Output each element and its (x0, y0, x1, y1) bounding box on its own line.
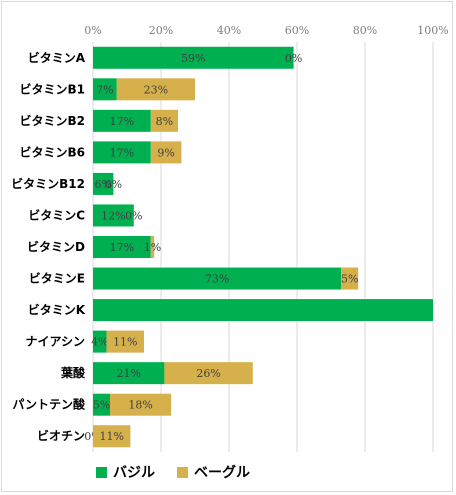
legend-label-bagel: ベーグル (194, 465, 250, 481)
bar-bagel (150, 141, 182, 164)
category-label: ビタミンE (29, 271, 85, 286)
bar-bagel (106, 330, 144, 353)
data-label-bagel: 8% (156, 115, 173, 128)
legend-item-bagel: ベーグル (177, 462, 250, 482)
x-tick-label: 80% (353, 24, 377, 37)
category-label: ビタミンB1 (20, 81, 86, 96)
data-label-bagel: 0% (285, 52, 302, 65)
category-label: ビタミンA (28, 50, 86, 65)
legend-swatch-basil (96, 466, 107, 478)
bar-basil (93, 78, 117, 101)
data-label-basil: 17% (110, 241, 134, 254)
category-label: ビタミンB6 (20, 144, 86, 159)
bar-basil (93, 267, 342, 290)
x-tick-label: 0% (84, 24, 101, 37)
x-tick-label: 60% (285, 24, 309, 37)
bar-basil (93, 46, 294, 69)
data-label-bagel: 0% (125, 209, 142, 222)
bar-bagel (93, 425, 131, 448)
data-label-basil: 4% (91, 336, 108, 349)
data-label-basil: 5% (93, 399, 110, 412)
x-tick-label: 100% (417, 24, 448, 37)
data-label-basil: 59% (181, 52, 205, 65)
bar-bagel (341, 267, 359, 290)
bar-basil (93, 204, 134, 227)
category-label: ビタミンD (27, 239, 85, 254)
bar-basil (93, 299, 433, 322)
bar-bagel (116, 78, 195, 101)
data-label-basil: 12% (101, 209, 125, 222)
category-label: ビタミンC (28, 207, 85, 222)
category-label: ナイアシン (25, 335, 85, 349)
data-label-basil: 17% (110, 115, 134, 128)
category-label: 葉酸 (60, 365, 86, 380)
legend-label-basil: バジル (113, 465, 155, 481)
bar-basil (93, 141, 151, 164)
data-label-basil: 7% (96, 83, 113, 96)
data-label-bagel: 11% (99, 430, 123, 443)
x-tick-label: 40% (217, 24, 241, 37)
category-label: ビタミンK (28, 302, 86, 317)
data-label-bagel: 26% (196, 367, 220, 380)
data-label-basil: 21% (116, 367, 140, 380)
data-label-basil: 73% (205, 273, 229, 286)
legend-swatch-bagel (177, 466, 188, 478)
data-label-basil: 17% (110, 146, 134, 159)
bar-bagel (150, 109, 178, 132)
data-label-bagel: 18% (128, 399, 152, 412)
data-label-bagel: 9% (157, 146, 174, 159)
bar-basil (93, 109, 151, 132)
bar-basil (93, 393, 110, 416)
legend: バジル ベーグル (96, 462, 250, 482)
legend-item-basil: バジル (96, 462, 155, 482)
data-label-basil: 6% (94, 178, 111, 191)
category-label: パントテン酸 (12, 397, 86, 412)
data-label-bagel: 0% (105, 178, 122, 191)
bar-bagel (150, 236, 155, 258)
x-tick-label: 20% (149, 24, 173, 37)
category-label: ビタミンB2 (20, 113, 86, 128)
category-label: ビオチン (37, 428, 85, 443)
category-label: ビタミンB12 (11, 176, 85, 191)
data-label-bagel: 11% (113, 336, 137, 349)
bar-basil (93, 330, 107, 353)
data-label-bagel: 23% (144, 83, 168, 96)
data-label-bagel: 1% (144, 241, 161, 254)
bar-bagel (164, 362, 253, 385)
bar-basil (93, 236, 151, 258)
bar-basil (93, 362, 165, 385)
bar-bagel (110, 393, 172, 416)
bar-basil (93, 172, 114, 195)
data-label-bagel: 5% (341, 273, 358, 286)
